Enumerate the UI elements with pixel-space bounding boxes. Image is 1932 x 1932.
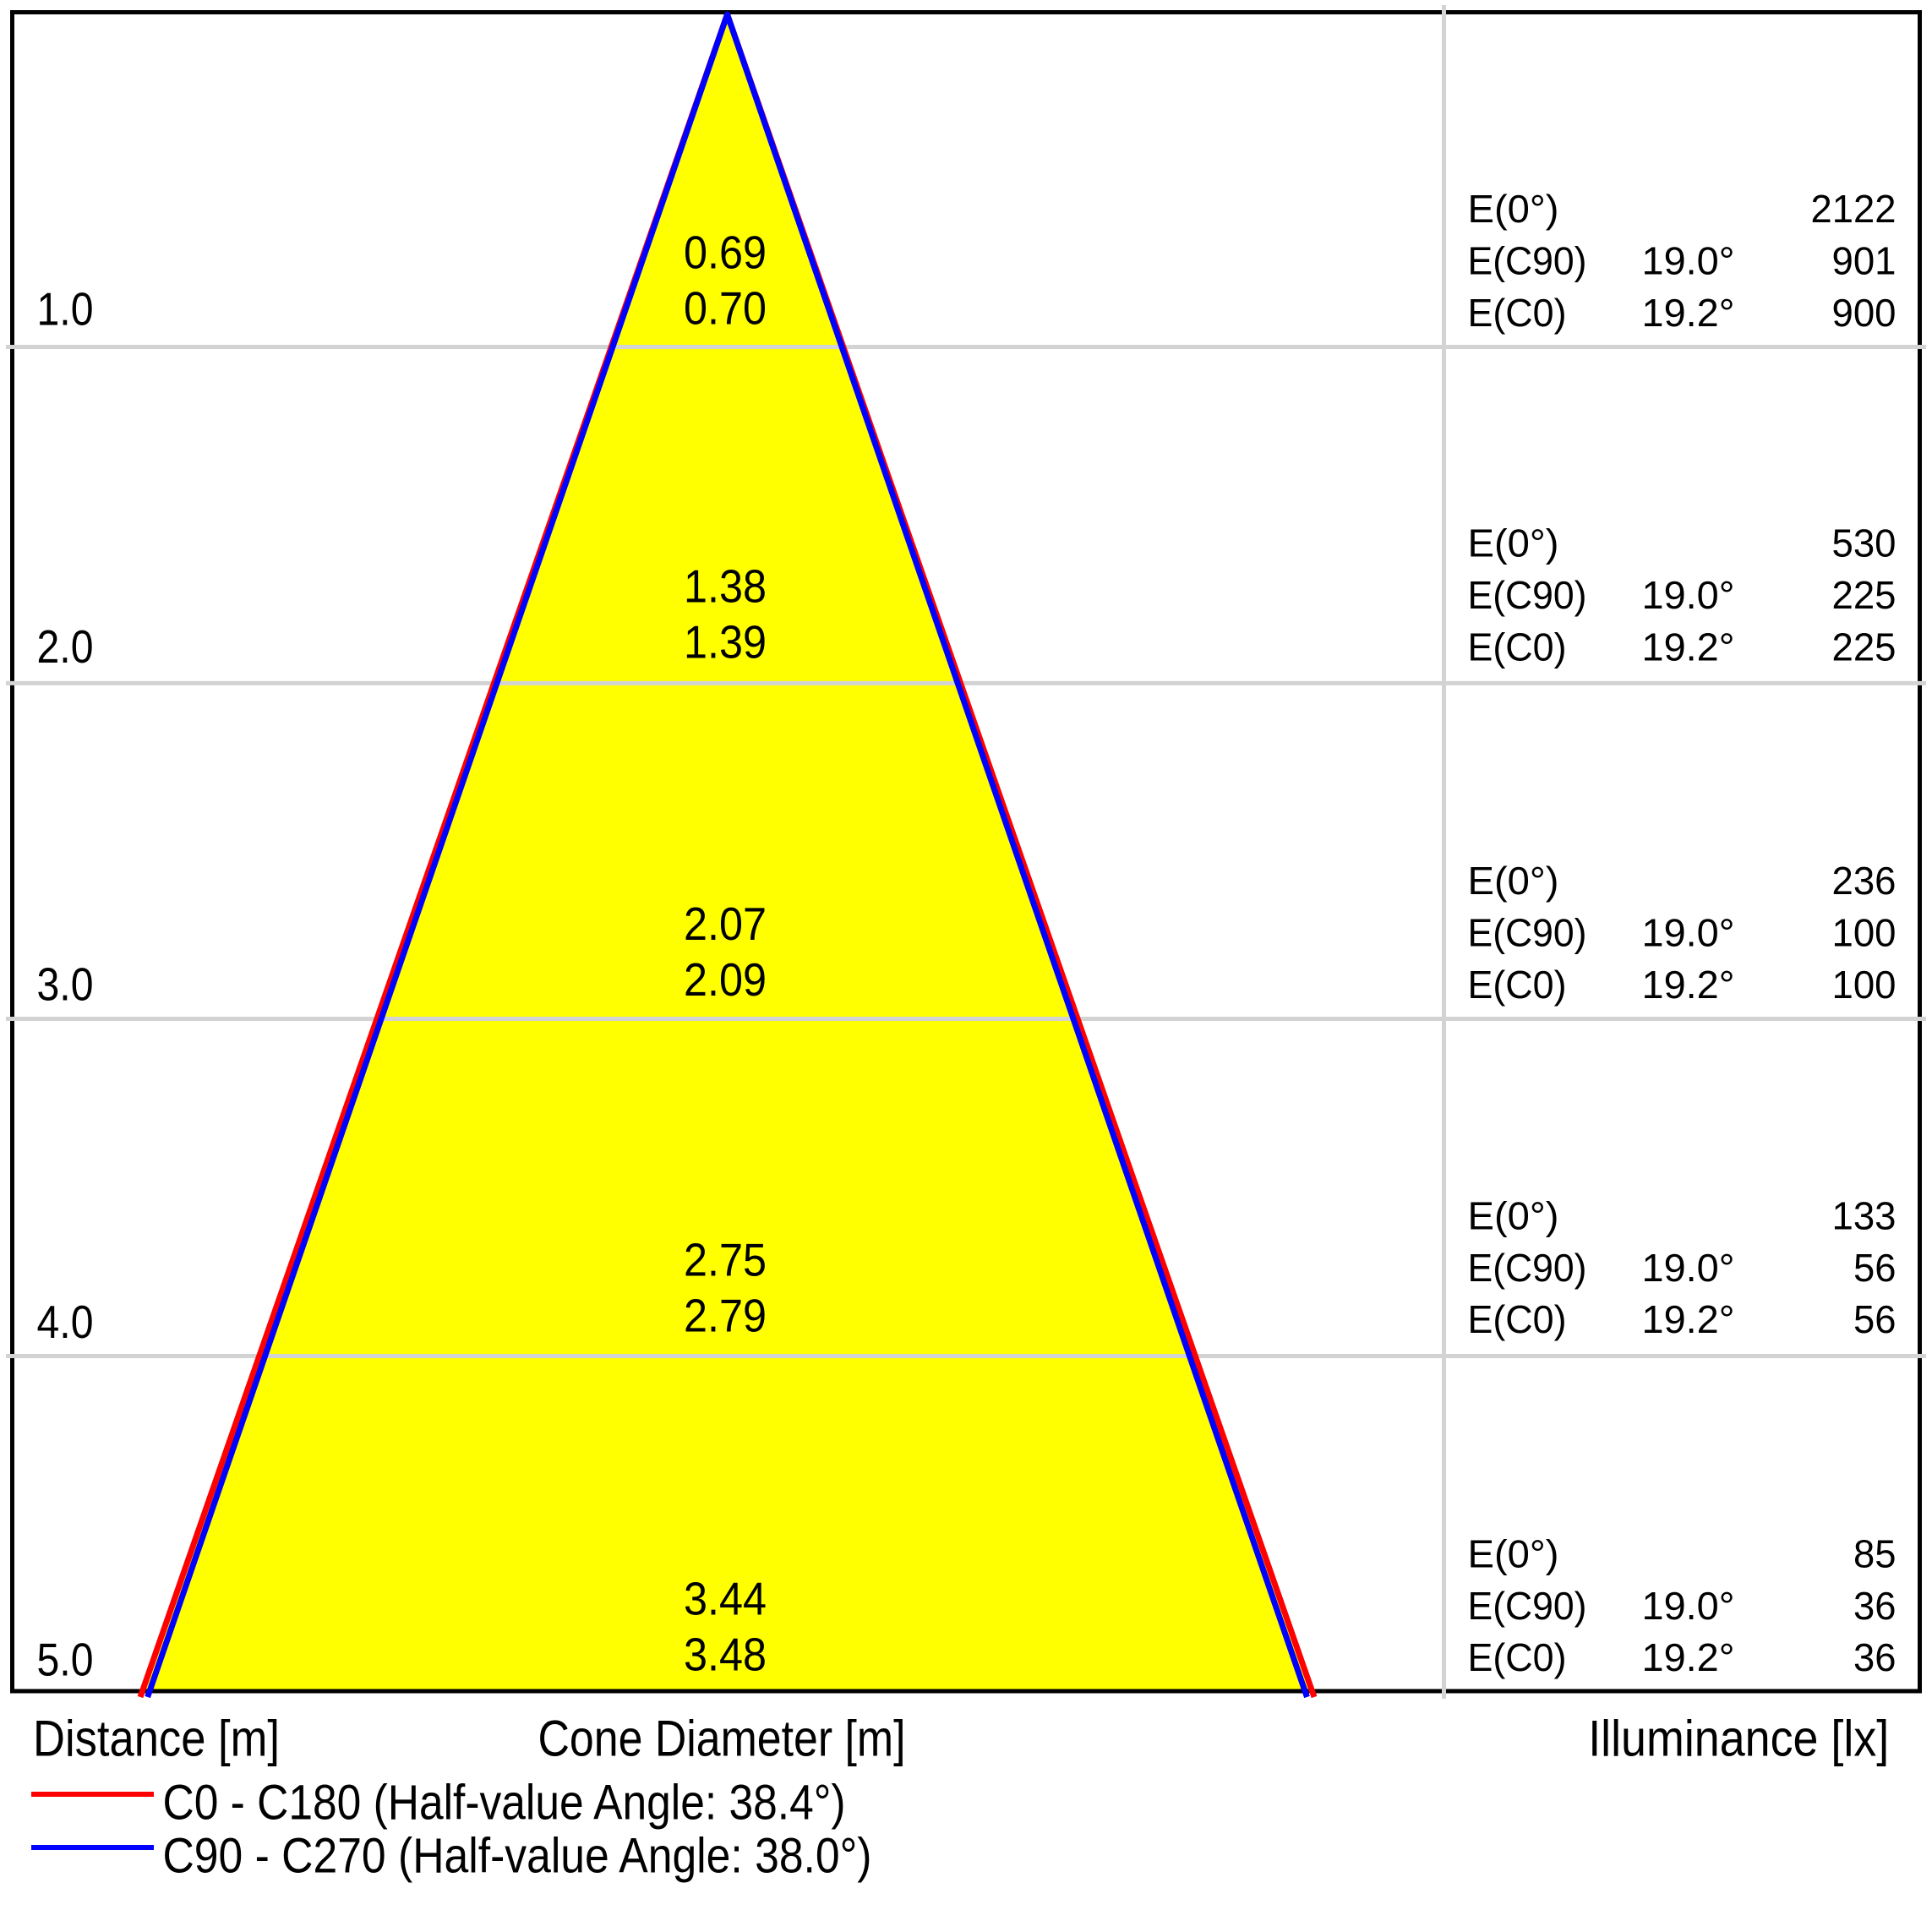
svg-text:225: 225 <box>1832 573 1897 617</box>
svg-text:100: 100 <box>1832 963 1897 1007</box>
svg-text:19.0°: 19.0° <box>1642 1246 1735 1290</box>
svg-text:236: 236 <box>1832 859 1897 903</box>
svg-text:85: 85 <box>1853 1532 1897 1576</box>
svg-text:5.0: 5.0 <box>37 1634 94 1686</box>
svg-text:2122: 2122 <box>1811 187 1897 231</box>
svg-text:56: 56 <box>1853 1297 1897 1341</box>
svg-text:1.0: 1.0 <box>37 283 94 336</box>
svg-text:19.0°: 19.0° <box>1642 239 1735 283</box>
svg-text:19.2°: 19.2° <box>1642 1297 1735 1341</box>
svg-text:E(C0): E(C0) <box>1468 963 1567 1007</box>
svg-text:36: 36 <box>1853 1584 1897 1628</box>
svg-text:36: 36 <box>1853 1635 1897 1679</box>
svg-text:3.48: 3.48 <box>684 1629 767 1681</box>
svg-text:E(C0): E(C0) <box>1468 1297 1567 1341</box>
svg-text:0.70: 0.70 <box>684 282 767 335</box>
svg-text:E(0°): E(0°) <box>1468 1532 1559 1576</box>
svg-text:E(C90): E(C90) <box>1468 1584 1587 1628</box>
svg-text:2.75: 2.75 <box>684 1234 767 1286</box>
svg-text:56: 56 <box>1853 1246 1897 1290</box>
svg-text:19.2°: 19.2° <box>1642 963 1735 1007</box>
svg-text:E(0°): E(0°) <box>1468 521 1559 565</box>
svg-text:C90 - C270 (Half-value Angle:: C90 - C270 (Half-value Angle: 38.0°) <box>163 1828 872 1883</box>
svg-text:19.2°: 19.2° <box>1642 1635 1735 1679</box>
svg-text:1.38: 1.38 <box>684 559 767 612</box>
svg-text:E(C90): E(C90) <box>1468 573 1587 617</box>
svg-text:530: 530 <box>1832 521 1897 565</box>
svg-text:E(C90): E(C90) <box>1468 1246 1587 1290</box>
svg-text:3.0: 3.0 <box>37 958 94 1011</box>
svg-text:E(C90): E(C90) <box>1468 911 1587 955</box>
svg-text:19.0°: 19.0° <box>1642 911 1735 955</box>
svg-text:4.0: 4.0 <box>37 1296 94 1348</box>
svg-text:C0 - C180 (Half-value Angle: 3: C0 - C180 (Half-value Angle: 38.4°) <box>163 1775 846 1830</box>
svg-text:19.0°: 19.0° <box>1642 573 1735 617</box>
svg-text:1.39: 1.39 <box>684 615 767 668</box>
svg-text:E(C0): E(C0) <box>1468 1635 1567 1679</box>
svg-text:3.44: 3.44 <box>684 1573 767 1625</box>
svg-text:2.0: 2.0 <box>37 620 94 673</box>
svg-text:225: 225 <box>1832 625 1897 669</box>
svg-text:E(0°): E(0°) <box>1468 187 1559 231</box>
svg-text:900: 900 <box>1832 291 1897 335</box>
svg-text:2.09: 2.09 <box>684 953 767 1006</box>
svg-text:19.2°: 19.2° <box>1642 625 1735 669</box>
svg-text:E(0°): E(0°) <box>1468 859 1559 903</box>
svg-text:E(C0): E(C0) <box>1468 625 1567 669</box>
svg-text:0.69: 0.69 <box>684 226 767 279</box>
svg-text:133: 133 <box>1832 1194 1897 1238</box>
svg-text:100: 100 <box>1832 911 1897 955</box>
svg-text:Distance [m]: Distance [m] <box>33 1711 280 1767</box>
svg-text:2.79: 2.79 <box>684 1290 767 1342</box>
svg-text:19.0°: 19.0° <box>1642 1584 1735 1628</box>
svg-text:Cone Diameter [m]: Cone Diameter [m] <box>538 1711 906 1767</box>
svg-text:E(0°): E(0°) <box>1468 1194 1559 1238</box>
svg-text:E(C90): E(C90) <box>1468 239 1587 283</box>
svg-text:2.07: 2.07 <box>684 898 767 950</box>
svg-text:19.2°: 19.2° <box>1642 291 1735 335</box>
svg-text:901: 901 <box>1832 239 1897 283</box>
svg-text:E(C0): E(C0) <box>1468 291 1567 335</box>
svg-text:Illuminance [lx]: Illuminance [lx] <box>1588 1711 1889 1767</box>
